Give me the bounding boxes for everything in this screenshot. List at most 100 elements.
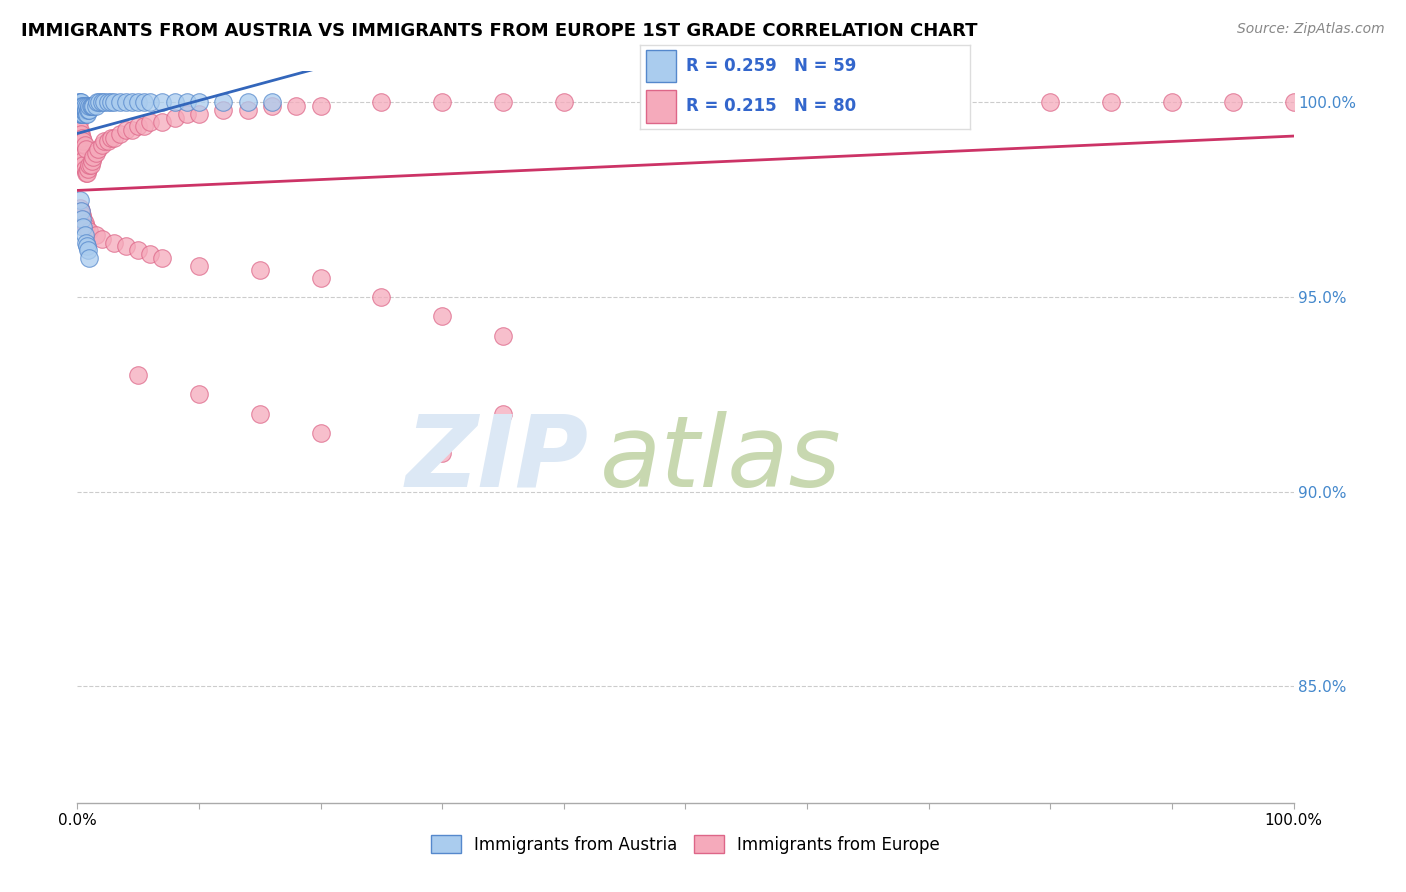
Point [82, 150, 104, 164]
Point [139, 115, 162, 129]
Point [1161, 95, 1184, 110]
Text: IMMIGRANTS FROM AUSTRIA VS IMMIGRANTS FROM EUROPE 1ST GRADE CORRELATION CHART: IMMIGRANTS FROM AUSTRIA VS IMMIGRANTS FR… [21, 22, 977, 40]
Point [127, 244, 149, 258]
Point [73, 161, 96, 176]
Point [97, 95, 120, 110]
Point [115, 122, 138, 136]
Point [90, 138, 112, 153]
Point [84, 227, 107, 242]
Point [76, 107, 98, 121]
Point [796, 95, 818, 110]
Point [75, 107, 97, 121]
Point [76, 239, 98, 253]
Point [108, 95, 131, 110]
Text: atlas: atlas [600, 410, 842, 508]
Point [236, 103, 259, 118]
Point [79, 103, 101, 118]
Point [86, 95, 108, 110]
Point [75, 165, 97, 179]
Point [70, 103, 93, 118]
Point [430, 445, 453, 459]
Point [492, 95, 515, 110]
Point [72, 99, 94, 113]
Point [121, 95, 143, 110]
Point [76, 99, 98, 113]
Point [127, 368, 149, 382]
Point [70, 127, 93, 141]
Point [100, 95, 122, 110]
Point [72, 107, 94, 121]
Point [70, 204, 93, 219]
Point [260, 95, 283, 110]
Point [79, 158, 101, 172]
Point [77, 244, 100, 258]
Bar [647, 50, 676, 82]
Point [188, 259, 211, 273]
Point [80, 99, 103, 113]
Point [103, 95, 125, 110]
Point [918, 95, 941, 110]
Point [69, 122, 91, 136]
Point [67, 103, 90, 118]
Point [75, 235, 97, 250]
Point [134, 95, 156, 110]
Point [90, 95, 112, 110]
Point [188, 95, 211, 110]
Point [285, 99, 308, 113]
Point [553, 95, 575, 110]
Point [163, 111, 186, 125]
Point [67, 115, 90, 129]
Point [249, 407, 271, 421]
Point [309, 99, 332, 113]
Point [67, 95, 90, 110]
Point [69, 99, 91, 113]
Point [70, 150, 93, 164]
Point [87, 142, 110, 156]
Point [93, 95, 115, 110]
Point [69, 107, 91, 121]
Point [70, 99, 93, 113]
Point [236, 95, 259, 110]
Text: ZIP: ZIP [405, 410, 588, 508]
Point [121, 122, 143, 136]
Point [108, 127, 131, 141]
Point [67, 135, 90, 149]
Point [67, 99, 90, 113]
Point [70, 153, 93, 168]
Bar [647, 90, 676, 122]
Point [80, 158, 103, 172]
Legend: Immigrants from Austria, Immigrants from Europe: Immigrants from Austria, Immigrants from… [425, 829, 946, 860]
Point [73, 138, 96, 153]
Point [492, 329, 515, 343]
Point [70, 103, 93, 118]
Point [212, 95, 235, 110]
Point [1282, 95, 1305, 110]
Point [80, 99, 103, 113]
Point [430, 95, 453, 110]
Point [188, 107, 211, 121]
Point [73, 227, 96, 242]
Point [492, 407, 515, 421]
Text: Source: ZipAtlas.com: Source: ZipAtlas.com [1237, 22, 1385, 37]
Text: R = 0.215   N = 80: R = 0.215 N = 80 [686, 97, 856, 115]
Point [139, 247, 162, 261]
Point [77, 161, 100, 176]
Point [70, 107, 93, 121]
Point [370, 95, 392, 110]
Point [127, 119, 149, 133]
Point [80, 153, 103, 168]
Point [72, 135, 94, 149]
Point [100, 130, 122, 145]
Point [69, 103, 91, 118]
Point [84, 99, 107, 113]
Point [70, 95, 93, 110]
Point [82, 99, 104, 113]
Point [73, 216, 96, 230]
Point [72, 158, 94, 172]
Point [70, 208, 93, 222]
Point [73, 103, 96, 118]
Point [75, 219, 97, 234]
Point [152, 115, 174, 129]
Point [103, 235, 125, 250]
Point [176, 107, 198, 121]
